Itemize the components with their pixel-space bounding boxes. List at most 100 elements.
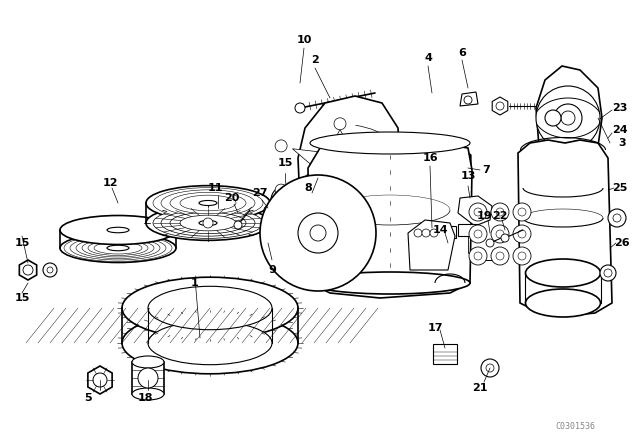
Circle shape: [491, 225, 509, 243]
Polygon shape: [330, 197, 364, 224]
Text: 26: 26: [614, 238, 630, 248]
Circle shape: [275, 140, 287, 152]
Circle shape: [23, 265, 33, 275]
Text: 18: 18: [137, 393, 153, 403]
Ellipse shape: [107, 227, 129, 233]
Text: 1: 1: [191, 278, 199, 288]
Circle shape: [613, 214, 621, 222]
Circle shape: [491, 247, 509, 265]
Circle shape: [486, 239, 494, 247]
Ellipse shape: [64, 216, 172, 244]
Circle shape: [518, 252, 526, 260]
Polygon shape: [293, 249, 314, 285]
Circle shape: [496, 208, 504, 216]
Polygon shape: [273, 241, 305, 269]
Ellipse shape: [148, 286, 272, 330]
Text: 12: 12: [102, 178, 118, 188]
Text: 9: 9: [268, 265, 276, 275]
Circle shape: [604, 269, 612, 277]
Circle shape: [469, 203, 487, 221]
Circle shape: [474, 208, 482, 216]
Text: 25: 25: [612, 183, 628, 193]
Ellipse shape: [153, 188, 263, 218]
Text: 19: 19: [477, 211, 493, 221]
Circle shape: [328, 156, 352, 180]
Circle shape: [469, 225, 487, 243]
Ellipse shape: [170, 192, 246, 214]
Ellipse shape: [132, 388, 164, 400]
Circle shape: [496, 252, 504, 260]
Circle shape: [561, 111, 575, 125]
Text: 3: 3: [618, 138, 626, 148]
Circle shape: [295, 103, 305, 113]
Circle shape: [608, 209, 626, 227]
Polygon shape: [393, 137, 471, 199]
Circle shape: [315, 143, 365, 193]
Circle shape: [513, 203, 531, 221]
Circle shape: [554, 104, 582, 132]
Text: 5: 5: [84, 393, 92, 403]
Circle shape: [334, 118, 346, 130]
Text: 17: 17: [428, 323, 443, 333]
Text: C0301536: C0301536: [555, 422, 595, 431]
Circle shape: [496, 230, 504, 238]
Circle shape: [513, 247, 531, 265]
Circle shape: [334, 206, 346, 218]
Ellipse shape: [525, 289, 600, 317]
Ellipse shape: [94, 224, 142, 236]
Text: 6: 6: [458, 48, 466, 58]
Circle shape: [464, 96, 472, 104]
Polygon shape: [88, 366, 112, 394]
Bar: [458, 224, 478, 236]
Ellipse shape: [427, 165, 437, 171]
Circle shape: [335, 163, 345, 173]
Ellipse shape: [132, 356, 164, 368]
Polygon shape: [336, 233, 374, 246]
Circle shape: [513, 225, 531, 243]
Ellipse shape: [525, 259, 600, 287]
Ellipse shape: [82, 221, 154, 239]
Polygon shape: [336, 220, 374, 233]
Bar: [433, 344, 457, 364]
Ellipse shape: [70, 218, 166, 242]
Text: 11: 11: [207, 183, 223, 193]
Text: 15: 15: [14, 238, 29, 248]
Text: 20: 20: [224, 193, 240, 203]
Text: 15: 15: [14, 293, 29, 303]
Ellipse shape: [146, 185, 270, 220]
Ellipse shape: [60, 215, 176, 245]
Polygon shape: [298, 96, 400, 220]
Text: 22: 22: [492, 211, 508, 221]
Circle shape: [275, 184, 287, 196]
Polygon shape: [293, 181, 314, 217]
Text: 15: 15: [277, 158, 292, 168]
Circle shape: [264, 239, 272, 247]
Ellipse shape: [70, 236, 166, 260]
Ellipse shape: [271, 186, 299, 214]
Text: 14: 14: [432, 225, 448, 235]
Circle shape: [491, 203, 509, 221]
Ellipse shape: [170, 212, 246, 234]
Ellipse shape: [122, 312, 298, 374]
Ellipse shape: [107, 245, 129, 251]
Ellipse shape: [180, 195, 236, 211]
Ellipse shape: [414, 156, 450, 180]
Circle shape: [430, 229, 438, 237]
Circle shape: [600, 265, 616, 281]
Text: 4: 4: [424, 53, 432, 63]
Polygon shape: [314, 253, 323, 291]
Ellipse shape: [88, 223, 148, 237]
Polygon shape: [19, 260, 36, 280]
Polygon shape: [458, 196, 492, 226]
Polygon shape: [292, 168, 328, 187]
Ellipse shape: [122, 277, 298, 339]
Ellipse shape: [310, 272, 470, 294]
Circle shape: [474, 230, 482, 238]
Ellipse shape: [277, 192, 293, 208]
Polygon shape: [323, 249, 343, 285]
Ellipse shape: [94, 242, 142, 254]
Circle shape: [422, 229, 430, 237]
Circle shape: [264, 206, 272, 214]
Circle shape: [234, 221, 242, 229]
Circle shape: [43, 263, 57, 277]
